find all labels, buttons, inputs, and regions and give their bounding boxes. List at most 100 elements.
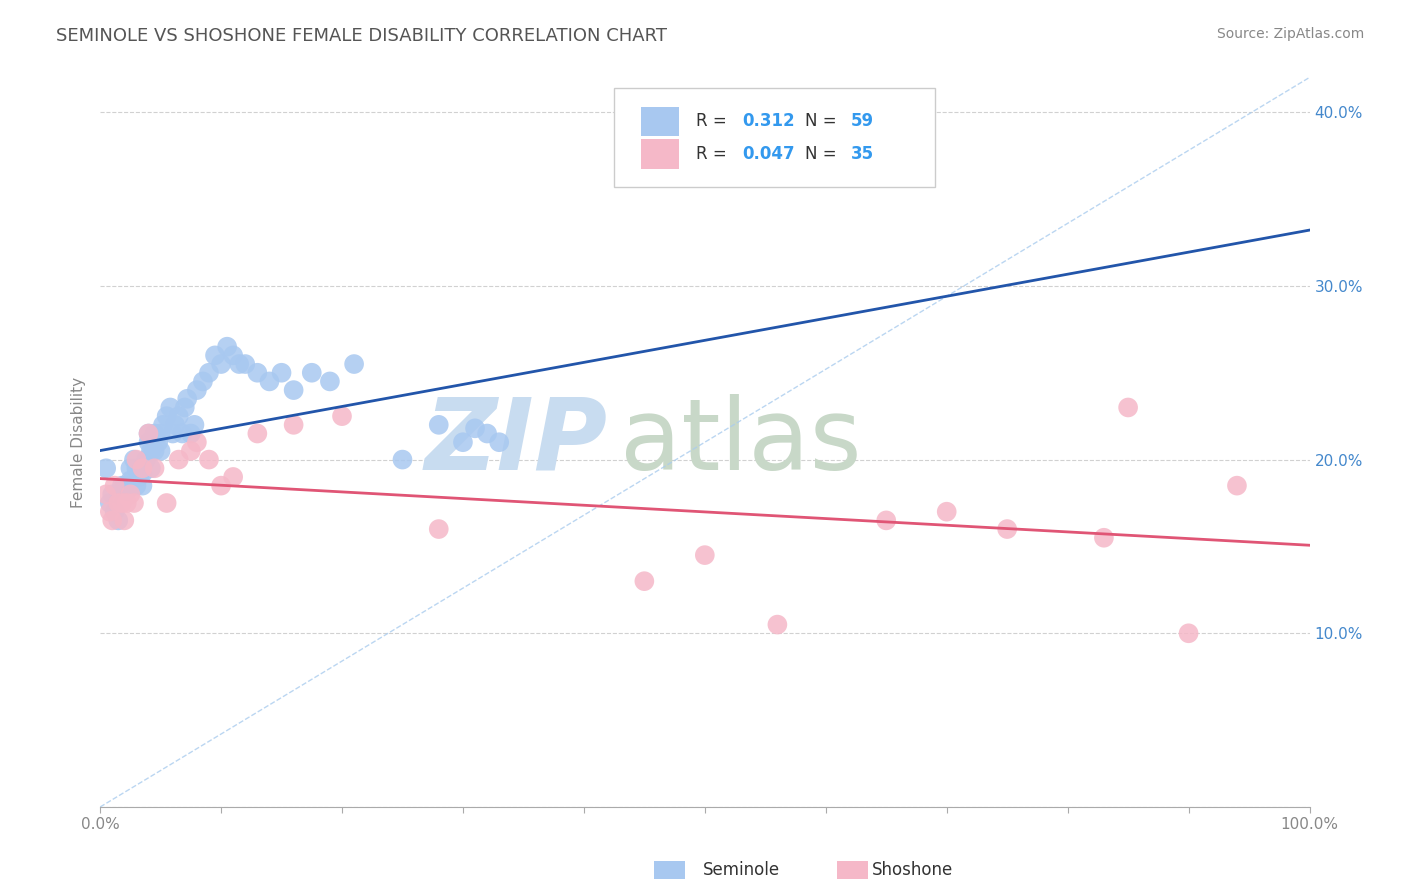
Point bbox=[115, 496, 138, 510]
Point bbox=[120, 487, 142, 501]
FancyBboxPatch shape bbox=[641, 139, 679, 169]
Point bbox=[204, 348, 226, 362]
Point bbox=[143, 443, 166, 458]
Point bbox=[152, 417, 174, 432]
Point bbox=[319, 375, 342, 389]
Point bbox=[148, 435, 170, 450]
Point bbox=[259, 375, 281, 389]
Point bbox=[167, 409, 190, 424]
Point bbox=[1226, 478, 1249, 492]
Point bbox=[186, 383, 208, 397]
Point bbox=[131, 478, 153, 492]
Text: SEMINOLE VS SHOSHONE FEMALE DISABILITY CORRELATION CHART: SEMINOLE VS SHOSHONE FEMALE DISABILITY C… bbox=[56, 27, 668, 45]
Point bbox=[125, 461, 148, 475]
Text: 0.312: 0.312 bbox=[742, 112, 794, 130]
Point bbox=[283, 417, 305, 432]
Point bbox=[330, 409, 353, 424]
FancyBboxPatch shape bbox=[641, 107, 679, 136]
Point bbox=[135, 452, 157, 467]
Point bbox=[149, 426, 172, 441]
Point bbox=[180, 426, 202, 441]
Point bbox=[139, 461, 162, 475]
Point bbox=[995, 522, 1018, 536]
Point bbox=[217, 340, 239, 354]
Text: Seminole: Seminole bbox=[703, 861, 780, 879]
Point bbox=[186, 435, 208, 450]
Point bbox=[138, 435, 160, 450]
Point bbox=[343, 357, 366, 371]
Point bbox=[209, 478, 232, 492]
Point bbox=[427, 417, 450, 432]
Text: 59: 59 bbox=[851, 112, 875, 130]
Text: 35: 35 bbox=[851, 145, 875, 163]
Point bbox=[451, 435, 474, 450]
Point bbox=[222, 470, 245, 484]
Point bbox=[246, 366, 269, 380]
Point bbox=[128, 470, 150, 484]
Point bbox=[283, 383, 305, 397]
Point bbox=[162, 426, 184, 441]
Text: ZIP: ZIP bbox=[425, 393, 607, 491]
Point bbox=[935, 505, 957, 519]
Point bbox=[183, 417, 205, 432]
Point bbox=[96, 487, 118, 501]
Point bbox=[120, 474, 142, 488]
Point bbox=[228, 357, 250, 371]
Point bbox=[191, 375, 214, 389]
Point bbox=[143, 426, 166, 441]
Point bbox=[1092, 531, 1115, 545]
Point bbox=[143, 461, 166, 475]
Point bbox=[111, 496, 134, 510]
Point bbox=[138, 426, 160, 441]
Point bbox=[198, 452, 221, 467]
Point bbox=[115, 483, 138, 498]
Text: N =: N = bbox=[806, 112, 842, 130]
Point bbox=[173, 401, 195, 415]
Point bbox=[198, 366, 221, 380]
Point bbox=[156, 496, 179, 510]
Point bbox=[427, 522, 450, 536]
Point bbox=[693, 548, 716, 562]
Point bbox=[301, 366, 323, 380]
Point bbox=[125, 452, 148, 467]
Point bbox=[875, 513, 897, 527]
Point bbox=[391, 452, 413, 467]
Point bbox=[475, 426, 498, 441]
Point bbox=[1177, 626, 1199, 640]
Point bbox=[172, 426, 194, 441]
Point bbox=[159, 401, 181, 415]
Point bbox=[120, 461, 142, 475]
Point bbox=[104, 505, 127, 519]
Point bbox=[246, 426, 269, 441]
Point bbox=[112, 478, 135, 492]
Y-axis label: Female Disability: Female Disability bbox=[72, 376, 86, 508]
Point bbox=[138, 426, 160, 441]
Point bbox=[98, 505, 121, 519]
Point bbox=[488, 435, 510, 450]
Text: Shoshone: Shoshone bbox=[872, 861, 953, 879]
Point bbox=[633, 574, 655, 589]
FancyBboxPatch shape bbox=[614, 88, 935, 186]
Point bbox=[111, 478, 134, 492]
Point bbox=[131, 461, 153, 475]
Point bbox=[222, 348, 245, 362]
Point bbox=[270, 366, 292, 380]
Point bbox=[104, 478, 127, 492]
Text: Source: ZipAtlas.com: Source: ZipAtlas.com bbox=[1216, 27, 1364, 41]
Text: atlas: atlas bbox=[620, 393, 862, 491]
Point bbox=[107, 513, 129, 527]
Point bbox=[165, 417, 187, 432]
Point bbox=[112, 513, 135, 527]
Point bbox=[107, 496, 129, 510]
Point bbox=[96, 461, 118, 475]
Point bbox=[180, 443, 202, 458]
Text: 0.047: 0.047 bbox=[742, 145, 794, 163]
Point bbox=[125, 478, 148, 492]
Point bbox=[233, 357, 256, 371]
Point bbox=[766, 617, 789, 632]
Point bbox=[176, 392, 198, 406]
Point bbox=[1116, 401, 1139, 415]
Point bbox=[464, 421, 486, 435]
Point bbox=[156, 409, 179, 424]
Point bbox=[139, 443, 162, 458]
